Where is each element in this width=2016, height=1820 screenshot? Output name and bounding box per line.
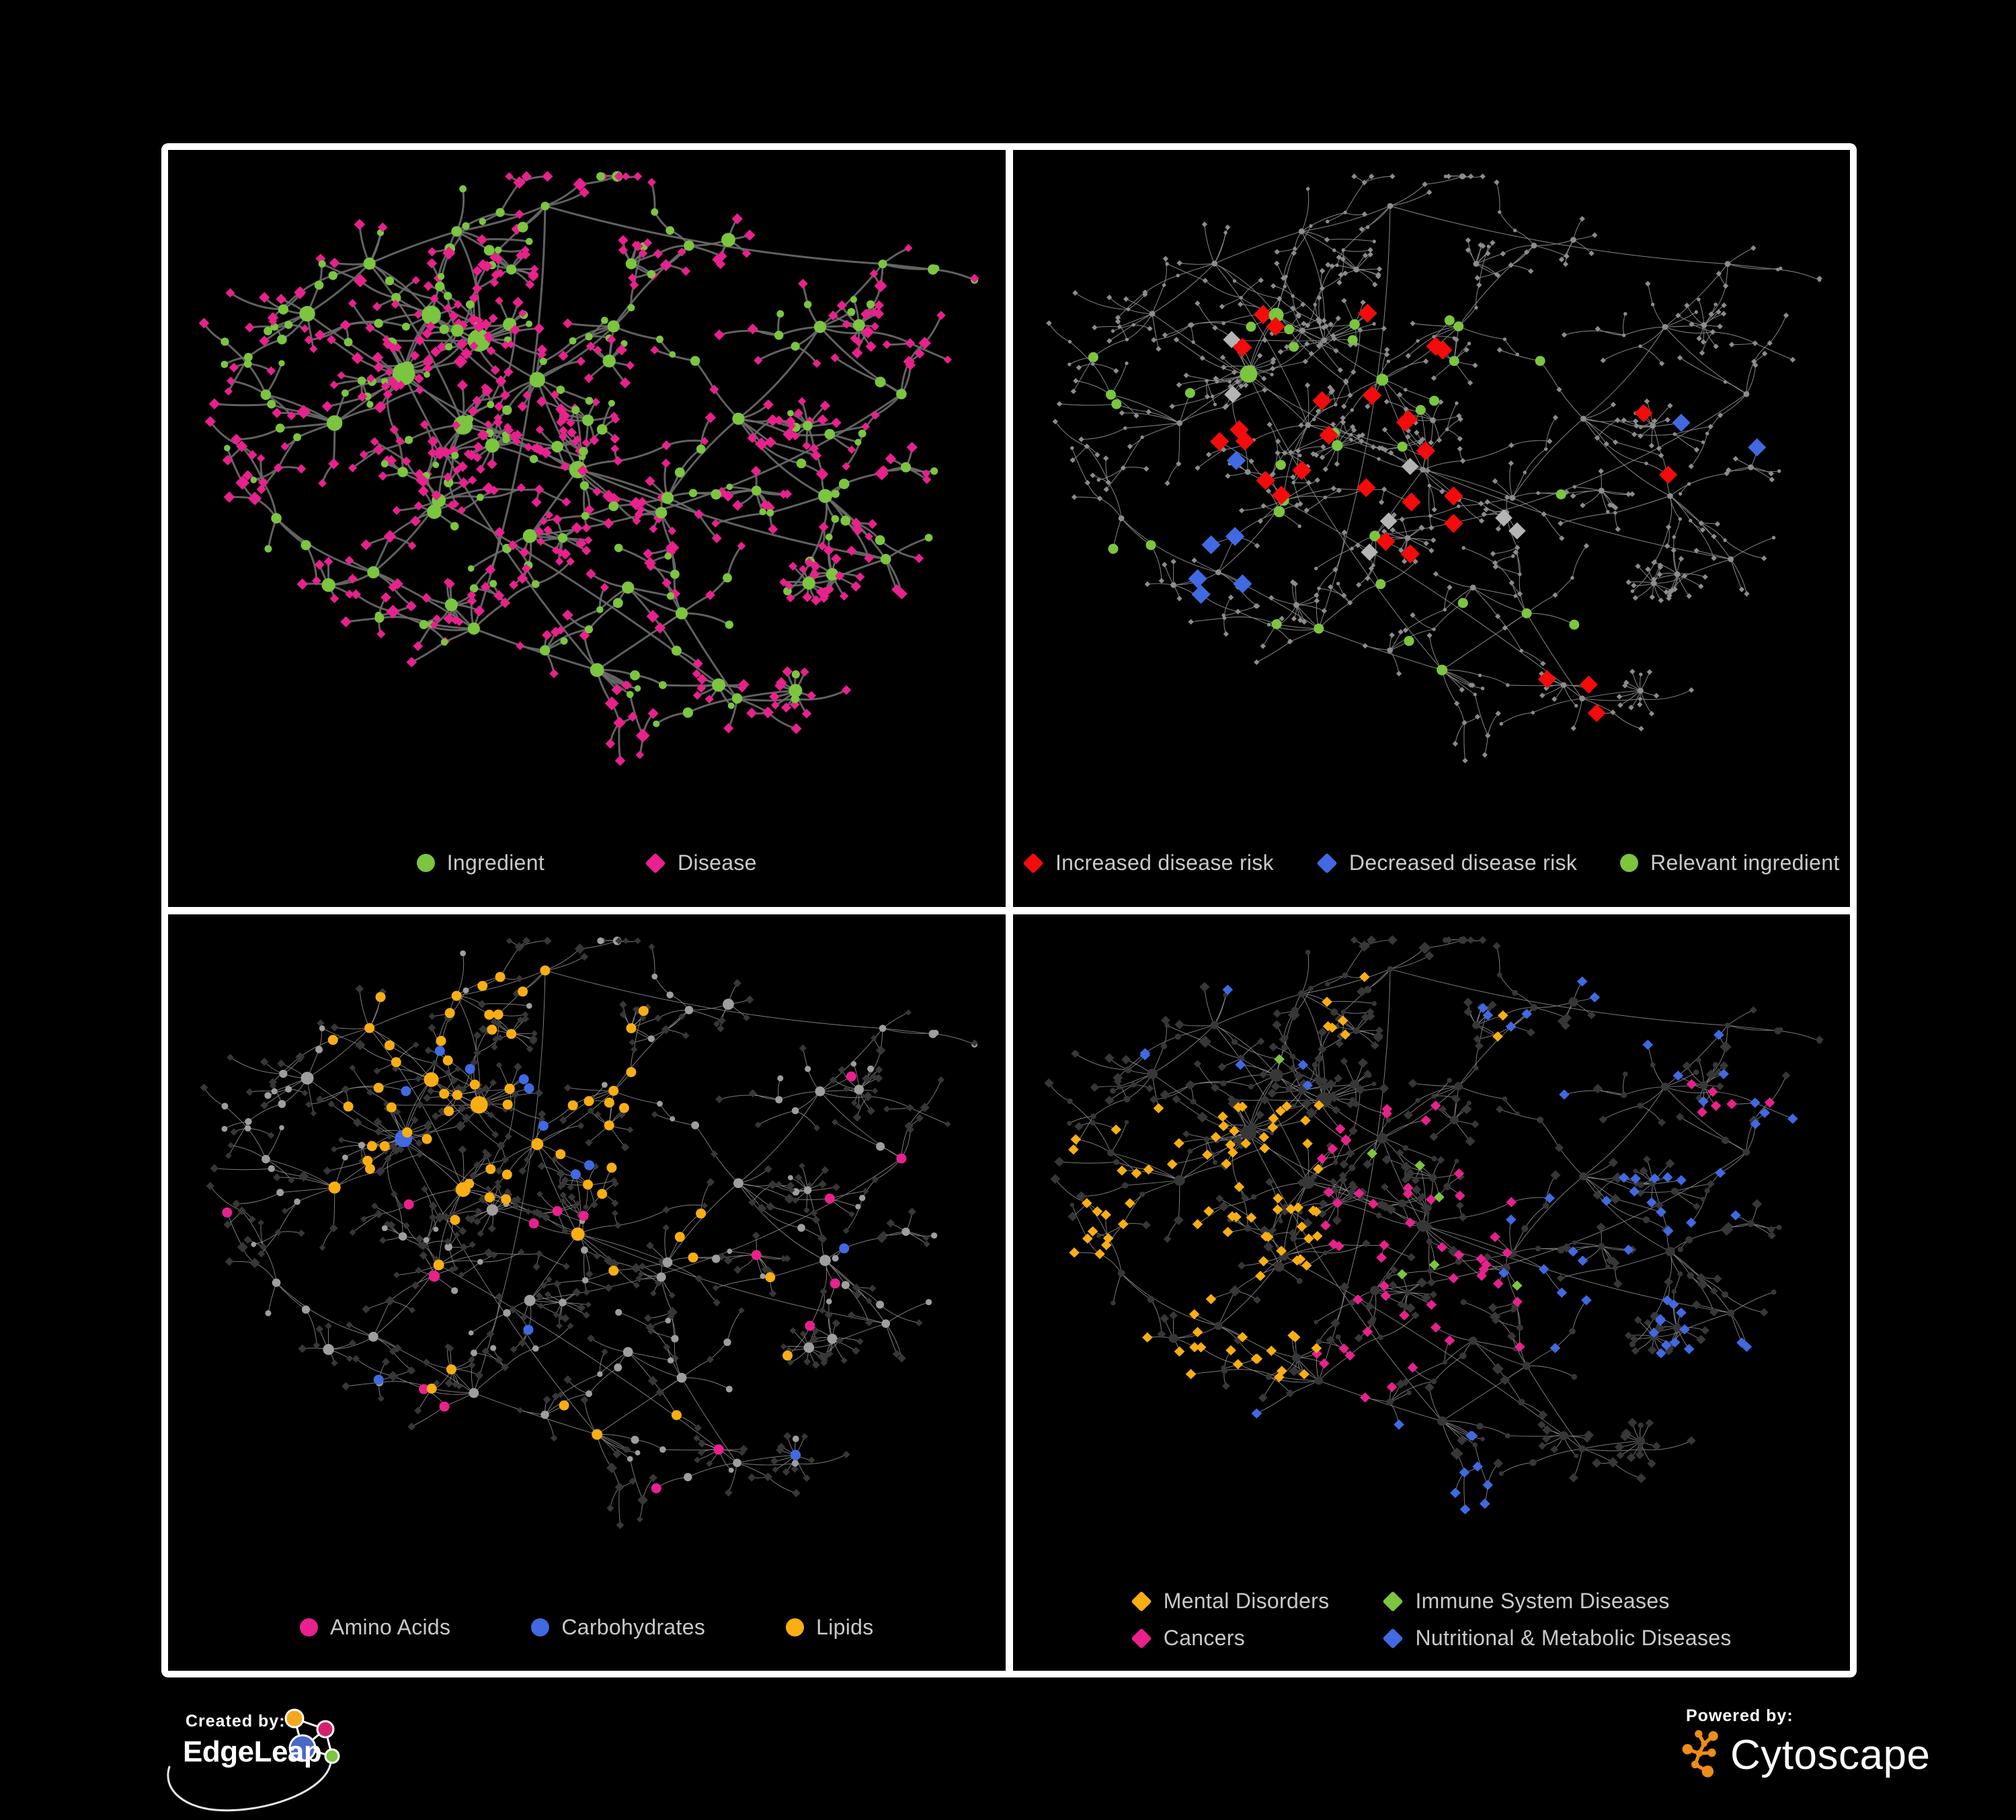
- cytoscape-logo-icon: [1682, 1730, 1718, 1778]
- network-graph-nutrient-classes: [200, 936, 978, 1529]
- legend-item-nutritional-metabolic-diseases: Nutritional & Metabolic Diseases: [1382, 1626, 1732, 1651]
- edgeleap-logo-text: EdgeLeap: [183, 1735, 322, 1768]
- legend-disease-categories: Mental Disorders Immune System Diseases Ca…: [1013, 1575, 1851, 1671]
- legend-item-relevant-ingredient: Relevant ingredient: [1620, 850, 1839, 875]
- diamond-marker-icon: [1382, 1627, 1404, 1649]
- legend-label: Amino Acids: [329, 1614, 451, 1639]
- cytoscape-logo-text: Cytoscape: [1730, 1731, 1931, 1778]
- legend-label: Nutritional & Metabolic Diseases: [1415, 1626, 1732, 1650]
- powered-by-label: Powered by:: [1686, 1706, 1793, 1725]
- network-graph-disease-categories: [1043, 935, 1824, 1515]
- legend-label: Carbohydrates: [561, 1614, 706, 1639]
- powered-by-credit: Powered by:: [1679, 1706, 1988, 1809]
- legend-label: Mental Disorders: [1163, 1589, 1330, 1613]
- circle-marker-icon: [786, 1618, 805, 1636]
- network-graph-disease-risk: [1045, 173, 1822, 764]
- legend-label: Disease: [678, 850, 757, 875]
- legend-label: Ingredient: [446, 850, 545, 875]
- legend-item-mental-disorders: Mental Disorders: [1131, 1589, 1330, 1614]
- diamond-marker-icon: [1382, 1590, 1404, 1612]
- diamond-marker-icon: [1316, 852, 1338, 874]
- legend-label: Cancers: [1163, 1626, 1246, 1650]
- legend-label: Increased disease risk: [1055, 850, 1274, 875]
- legend-item-disease: Disease: [645, 850, 757, 875]
- network-graph-ingredient-disease: [198, 171, 979, 766]
- created-by-label: Created by:: [186, 1712, 286, 1731]
- legend-item-ingredient: Ingredient: [416, 850, 545, 875]
- circle-marker-icon: [1620, 854, 1639, 872]
- circle-marker-icon: [531, 1618, 550, 1636]
- legend-item-lipids: Lipids: [786, 1615, 873, 1640]
- diamond-marker-icon: [1131, 1627, 1152, 1649]
- panel-ingredient-disease-network: Ingredient Disease: [168, 150, 1006, 907]
- legend-item-decreased-disease-risk: Decreased disease risk: [1316, 850, 1578, 875]
- legend-item-cancers: Cancers: [1131, 1626, 1330, 1651]
- diamond-marker-icon: [1131, 1590, 1152, 1612]
- legend-label: Immune System Diseases: [1415, 1589, 1670, 1613]
- figure-frame: Ingredient Disease Increased disease risk…: [161, 143, 1857, 1677]
- diamond-marker-icon: [645, 852, 666, 874]
- edgeleap-logo-icon: [167, 1708, 340, 1812]
- legend-label: Lipids: [816, 1614, 874, 1639]
- panel-disease-risk-network: Increased disease risk Decreased disease …: [1012, 150, 1851, 907]
- legend-label: Decreased disease risk: [1348, 850, 1578, 875]
- legend-item-increased-disease-risk: Increased disease risk: [1022, 850, 1274, 875]
- diamond-marker-icon: [1022, 852, 1044, 874]
- circle-marker-icon: [299, 1618, 318, 1636]
- circle-marker-icon: [416, 854, 435, 872]
- legend-nutrient-classes: Amino Acids Carbohydrates Lipids: [168, 1593, 1006, 1671]
- legend-label: Relevant ingredient: [1650, 850, 1840, 875]
- panel-nutrient-classes-network: Amino Acids Carbohydrates Lipids: [168, 914, 1006, 1671]
- legend-ingredient-disease: Ingredient Disease: [168, 829, 1006, 907]
- legend-item-carbohydrates: Carbohydrates: [531, 1615, 705, 1640]
- legend-item-amino-acids: Amino Acids: [299, 1614, 451, 1640]
- panel-disease-categories-network: Mental Disorders Immune System Diseases Ca…: [1012, 914, 1851, 1671]
- legend-disease-risk: Increased disease risk Decreased disease …: [1013, 829, 1851, 907]
- legend-item-immune-system-diseases: Immune System Diseases: [1382, 1589, 1731, 1614]
- created-by-credit: Created by: EdgeLeap: [155, 1706, 504, 1820]
